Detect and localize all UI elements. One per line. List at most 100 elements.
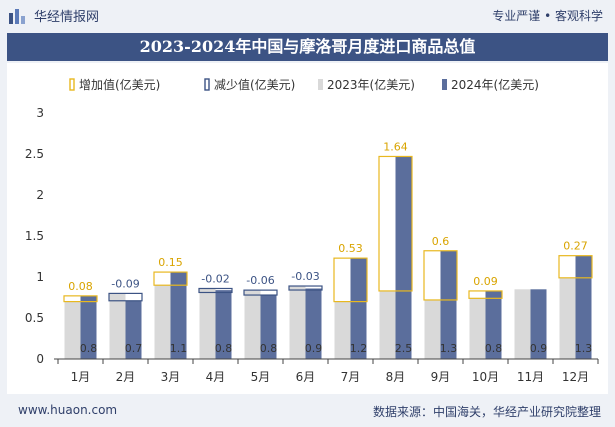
bar-2024	[350, 258, 367, 359]
bar-2024	[305, 288, 322, 359]
y-tick-label: 0.5	[25, 311, 44, 325]
bar-2024	[440, 250, 457, 359]
bar-2023	[379, 290, 396, 359]
increase-bracket	[153, 271, 188, 286]
x-tick-label: 1月	[71, 370, 91, 384]
increase-bracket	[378, 155, 413, 292]
chart-legend: 增加值(亿美元) 减少值(亿美元) 2023年(亿美元) 2024年(亿美元)	[69, 77, 539, 92]
bar-2024	[170, 272, 187, 359]
increase-bracket	[333, 257, 368, 303]
bar-2023	[109, 293, 126, 359]
brand-name: 华经情报网	[34, 10, 100, 25]
x-tick-label: 4月	[206, 370, 226, 384]
chart-title: 2023-2024年中国与摩洛哥月度进口商品总值	[7, 33, 608, 61]
change-label: -0.06	[246, 274, 274, 287]
change-label: 0.09	[473, 275, 498, 288]
bar-data-label: 0.8	[485, 342, 503, 355]
x-tick-label: 6月	[296, 370, 316, 384]
bar-data-label: 0.8	[215, 342, 233, 355]
bar-data-label: 0.8	[260, 342, 278, 355]
bar-data-label: 1.2	[350, 342, 368, 355]
top-bar: 华经情报网 专业严谨 • 客观科学	[0, 0, 615, 30]
x-tick-label: 2月	[116, 370, 136, 384]
x-axis: 1月 2月 3月 4月 5月 6月 7月 8月 9月 10月 11月 12月	[54, 358, 599, 384]
footer-website[interactable]: www.huaon.com	[18, 403, 118, 417]
change-label: 0.6	[432, 235, 450, 248]
bar-2023	[559, 277, 576, 359]
bar-data-label: 1.3	[440, 342, 458, 355]
legend-swatch	[318, 79, 323, 90]
brand[interactable]: 华经情报网	[8, 6, 99, 25]
legend-label: 2023年(亿美元)	[327, 77, 415, 92]
y-axis: 0 0.5 1 1.5 2 2.5 3	[25, 106, 44, 366]
brand-logo-icon	[9, 8, 25, 24]
change-label: 0.08	[68, 280, 93, 293]
increase-bracket	[423, 250, 458, 301]
change-label: -0.09	[111, 277, 139, 290]
decrease-bracket	[198, 287, 233, 294]
bar-data-label: 0.9	[305, 342, 323, 355]
increase-bracket	[468, 290, 503, 299]
change-label: 0.27	[563, 240, 588, 253]
bar-2023	[469, 298, 486, 359]
x-tick-label: 5月	[251, 370, 271, 384]
decrease-bracket	[108, 292, 143, 302]
bar-data-label: 1.3	[575, 342, 593, 355]
change-label: 0.15	[158, 256, 183, 269]
legend-swatch	[204, 78, 210, 91]
legend-swatch	[69, 78, 75, 91]
x-tick-label: 3月	[161, 370, 181, 384]
bar-data-label: 2.5	[395, 342, 413, 355]
decrease-bracket	[288, 285, 323, 291]
bar-2023	[244, 290, 261, 359]
change-label: -0.03	[291, 270, 319, 283]
bar-data-label: 1.1	[170, 342, 188, 355]
x-tick-label: 10月	[472, 370, 499, 384]
bar-2024	[485, 290, 502, 359]
x-tick-label: 11月	[517, 370, 544, 384]
x-tick-label: 9月	[431, 370, 451, 384]
change-label: -0.02	[201, 272, 229, 285]
increase-bracket	[558, 255, 593, 279]
change-label: 1.64	[383, 140, 408, 153]
footer-source: 数据来源：中国海关，华经产业研究院整理	[372, 405, 601, 419]
legend-label: 2024年(亿美元)	[451, 77, 539, 92]
tagline: 专业严谨 • 客观科学	[492, 9, 603, 23]
bars-group: 0.08 0.8 -0.09 0.7 0.15 1.1 -0.02 0.8 -0.06 0.8 -0…	[63, 140, 593, 359]
y-tick-label: 2	[36, 188, 44, 202]
legend-swatch	[442, 79, 447, 90]
increase-bracket	[63, 295, 98, 303]
bar-2023	[334, 301, 351, 359]
bar-2024	[125, 300, 142, 359]
bar-2024	[395, 156, 412, 359]
bar-2024	[215, 290, 232, 359]
y-tick-label: 0	[36, 352, 44, 366]
bar-data-label: 0.8	[80, 342, 98, 355]
x-tick-label: 8月	[386, 370, 406, 384]
bar-2024	[260, 295, 277, 359]
decrease-bracket	[243, 289, 278, 296]
bar-2023	[154, 285, 171, 359]
bar-2023	[64, 301, 81, 359]
x-tick-label: 7月	[341, 370, 361, 384]
bar-data-label: 0.9	[530, 342, 548, 355]
bar-2023	[514, 289, 531, 359]
y-tick-label: 1.5	[25, 229, 44, 243]
legend-label: 减少值(亿美元)	[214, 77, 295, 92]
bar-2024	[530, 289, 547, 359]
bar-2024	[575, 255, 592, 359]
bar-2023	[424, 299, 441, 359]
bar-data-label: 0.7	[125, 342, 143, 355]
bar-2024	[80, 295, 97, 359]
x-tick-label: 12月	[562, 370, 589, 384]
footer: www.huaon.com 数据来源：中国海关，华经产业研究院整理	[0, 397, 615, 427]
change-label: 0.53	[338, 242, 363, 255]
bar-2023	[199, 288, 216, 359]
y-tick-label: 3	[36, 106, 44, 120]
bar-2023	[289, 286, 306, 359]
y-tick-label: 2.5	[25, 147, 44, 161]
legend-label: 增加值(亿美元)	[79, 77, 160, 92]
y-tick-label: 1	[36, 270, 44, 284]
